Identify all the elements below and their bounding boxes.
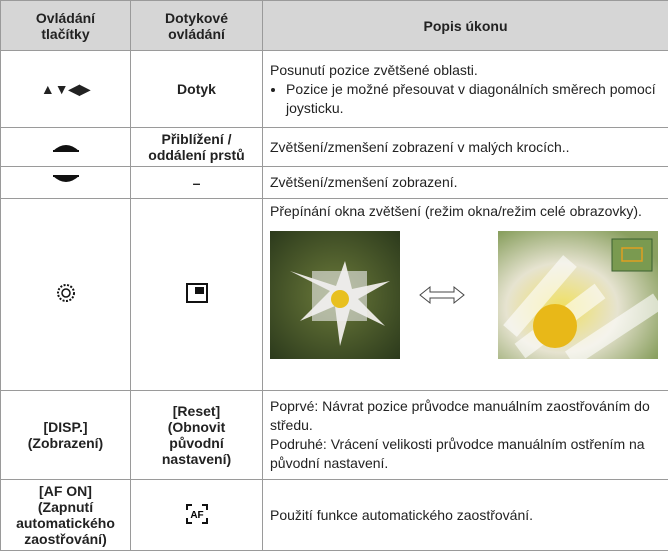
description-cell: Použití funkce automatického zaostřování… (263, 480, 668, 551)
description-cell: Přepínání okna zvětšení (režim okna/reži… (263, 199, 668, 391)
header-text: Popis úkonu (270, 18, 661, 34)
af-icon: AF (184, 502, 210, 526)
button-text: [AF ON] (8, 483, 123, 499)
touch-cell: Přiblížení /oddálení prstů (131, 128, 263, 167)
touch-text: původní (138, 435, 255, 451)
touch-cell: AF (131, 480, 263, 551)
button-cell (1, 128, 131, 167)
description-text: Zvětšení/zmenšení zobrazení v malých kro… (270, 138, 661, 157)
touch-cell (131, 199, 263, 391)
touch-text: oddálení prstů (138, 147, 255, 163)
touch-text: Dotyk (138, 81, 255, 97)
row: Přepínání okna zvětšení (režim okna/reži… (1, 199, 668, 391)
touch-text: nastavení) (138, 451, 255, 467)
touch-text: [Reset] (138, 403, 255, 419)
bullet-list: Pozice je možné přesouvat v diagonálních… (270, 80, 661, 118)
row: ▲▼◀▶ Dotyk Posunutí pozice zvětšené oblast… (1, 51, 668, 128)
touch-cell: – (131, 167, 263, 199)
row: –Zvětšení/zmenšení zobrazení. (1, 167, 668, 199)
icon-text: AF (190, 510, 203, 521)
description-text: Přepínání okna zvětšení (režim okna/reži… (270, 202, 661, 221)
header-text: Ovládání (8, 10, 123, 26)
button-cell (1, 199, 131, 391)
illustration (270, 231, 660, 361)
description-text: Posunutí pozice zvětšené oblasti. (270, 61, 661, 80)
button-text: ▲▼◀▶ (8, 81, 123, 98)
description-text: Použití funkce automatického zaostřování… (270, 506, 661, 525)
description-cell: Posunutí pozice zvětšené oblasti.Pozice … (263, 51, 668, 128)
description-cell: Zvětšení/zmenšení zobrazení. (263, 167, 668, 199)
description-cell: Zvětšení/zmenšení zobrazení v malých kro… (263, 128, 668, 167)
touch-text: (Obnovit (138, 419, 255, 435)
button-cell: ▲▼◀▶ (1, 51, 131, 128)
description-text: Zvětšení/zmenšení zobrazení. (270, 173, 661, 192)
description-cell: Poprvé: Návrat pozice průvodce manuálním… (263, 391, 668, 480)
button-cell: [DISP.](Zobrazení) (1, 391, 131, 480)
button-text: zaostřování) (8, 531, 123, 547)
description-text: Poprvé: Návrat pozice průvodce manuálním… (270, 397, 661, 435)
bullet-text: Pozice je možné přesouvat v diagonálních… (286, 80, 661, 118)
header-cell: Popis úkonu (263, 1, 668, 51)
header-text: ovládání (138, 26, 255, 42)
button-text: [DISP.] (8, 419, 123, 435)
touch-cell: Dotyk (131, 51, 263, 128)
header-text: Dotykové (138, 10, 255, 26)
button-text: (Zapnutí (8, 499, 123, 515)
description-text: Podruhé: Vrácení velikosti průvodce manu… (270, 435, 661, 473)
header-text: tlačítky (8, 26, 123, 42)
button-text: (Zobrazení) (8, 435, 123, 451)
touch-text: – (138, 175, 255, 191)
row: Přiblížení /oddálení prstů Zvětšení/zmenš… (1, 128, 668, 167)
button-cell (1, 167, 131, 199)
touch-text: Přiblížení / (138, 131, 255, 147)
